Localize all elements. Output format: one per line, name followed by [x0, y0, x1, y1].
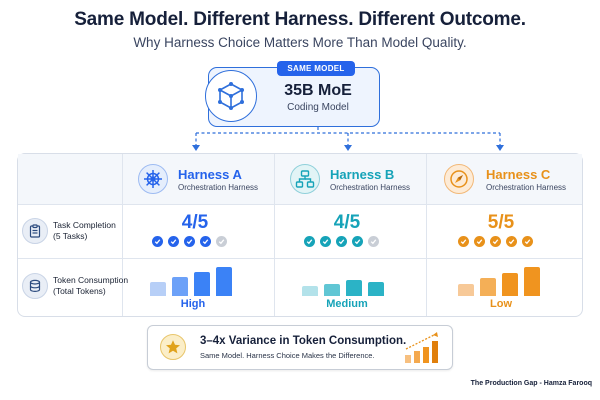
check-icon: [458, 236, 469, 247]
row-label-line: (Total Tokens): [53, 286, 106, 296]
token-level: Medium: [326, 298, 368, 310]
row-label-task-completion: Task Completion (5 Tasks): [53, 220, 116, 242]
task-check-row: [152, 236, 227, 247]
check-icon: [474, 236, 485, 247]
check-icon: [352, 236, 363, 247]
harness-subtitle: Orchestration Harness: [178, 183, 259, 192]
token-bar: [524, 267, 540, 296]
callout-box: [147, 325, 453, 370]
harness-subtitle: Orchestration Harness: [486, 183, 567, 192]
page-subtitle: Why Harness Choice Matters More Than Mod…: [133, 35, 467, 50]
token-bar: [172, 277, 188, 296]
model-description: Coding Model: [287, 102, 349, 113]
star-icon: [160, 334, 186, 360]
token-bars: [150, 262, 240, 296]
cube-network-icon: [205, 70, 257, 122]
check-icon: [304, 236, 315, 247]
token-bar: [150, 282, 166, 296]
row-label-line: (5 Tasks): [53, 231, 88, 241]
check-icon: [336, 236, 347, 247]
task-check-row: [458, 236, 533, 247]
token-bar: [216, 267, 232, 296]
check-icon: [200, 236, 211, 247]
token-level: High: [180, 298, 206, 310]
token-bar: [368, 282, 384, 296]
harness-name: Harness A: [178, 167, 242, 182]
task-score: 5/5: [487, 212, 515, 233]
rising-bars-icon: [405, 332, 438, 363]
incomplete-check-icon: [216, 236, 227, 247]
task-score: 4/5: [333, 212, 361, 233]
compass-icon: [444, 164, 474, 194]
row-divider: [18, 258, 582, 259]
footer-credit: The Production Gap - Hamza Farooq: [470, 380, 592, 387]
ship-wheel-icon: [138, 164, 168, 194]
check-icon: [168, 236, 179, 247]
incomplete-check-icon: [368, 236, 379, 247]
database-icon: [22, 273, 48, 299]
column-divider: [426, 154, 427, 316]
check-icon: [184, 236, 195, 247]
row-divider: [18, 204, 582, 205]
token-bar: [346, 280, 362, 296]
page-title: Same Model. Different Harness. Different…: [74, 9, 526, 30]
token-bar: [324, 284, 340, 296]
same-model-badge: SAME MODEL: [277, 61, 355, 76]
row-label-line: Task Completion: [53, 220, 116, 230]
flowchart-icon: [290, 164, 320, 194]
check-icon: [522, 236, 533, 247]
clipboard-icon: [22, 218, 48, 244]
check-icon: [490, 236, 501, 247]
column-divider: [122, 154, 123, 316]
token-bar: [302, 286, 318, 296]
harness-name: Harness B: [330, 167, 395, 182]
token-bars: [302, 262, 392, 296]
model-name: 35B MoE: [284, 82, 352, 99]
check-icon: [506, 236, 517, 247]
check-icon: [320, 236, 331, 247]
harness-subtitle: Orchestration Harness: [330, 183, 411, 192]
token-bar: [458, 284, 474, 296]
row-label-token-consumption: Token Consumption (Total Tokens): [53, 275, 128, 297]
token-bar: [480, 278, 496, 296]
token-bar: [502, 273, 518, 296]
row-label-line: Token Consumption: [53, 275, 129, 285]
connector-arrows: [192, 127, 504, 151]
token-bars: [458, 262, 548, 296]
token-bar: [194, 272, 210, 296]
column-divider: [274, 154, 275, 316]
callout-title: 3–4x Variance in Token Consumption.: [200, 335, 407, 347]
token-level: Low: [490, 298, 512, 310]
callout-subtitle: Same Model. Harness Choice Makes the Dif…: [200, 351, 375, 360]
task-check-row: [304, 236, 379, 247]
harness-name: Harness C: [486, 167, 551, 182]
task-score: 4/5: [181, 212, 209, 233]
check-icon: [152, 236, 163, 247]
